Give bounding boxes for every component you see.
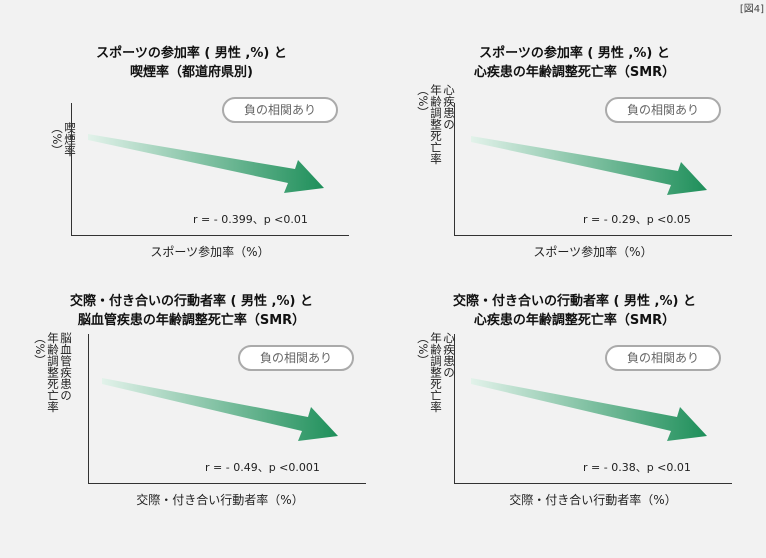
figure-label: [図4] [739,4,764,15]
panel-title-line2: 脳血管疾患の年齢調整死亡率（SMR） [77,313,306,328]
y-axis [88,334,89,483]
y-axis [454,103,455,235]
panel-heart-social: 交際・付き合いの行動者率 ( 男性 ,%) と 心疾患の年齢調整死亡率（SMR）… [383,290,766,558]
correlation-stat: r = - 0.399、p <0.01 [193,213,308,226]
trend-arrow [471,378,707,441]
correlation-stat: r = - 0.49、p <0.001 [205,461,320,474]
correlation-stat: r = - 0.29、p <0.05 [583,213,691,226]
x-axis [71,235,349,236]
x-axis [454,235,732,236]
panel-title-line1: 交際・付き合いの行動者率 ( 男性 ,%) と [70,294,313,309]
panel-title-line1: スポーツの参加率 ( 男性 ,%) と [479,46,670,61]
negative-correlation-badge: 負の相関あり [605,345,721,371]
panel-smoking: スポーツの参加率 ( 男性 ,%) と 喫煙率（都道府県別) 喫煙率 （%） 負… [0,40,383,308]
x-axis [88,483,366,484]
correlation-stat: r = - 0.38、p <0.01 [583,461,691,474]
x-axis-label: スポーツ参加率（%） [533,245,653,259]
y-axis [71,103,72,235]
trend-arrow [88,134,324,193]
trend-arrow [471,136,707,195]
trend-arrow [102,378,338,441]
y-axis-label: 脳血管疾患の 年齢調整死亡率 （%） [33,332,73,413]
negative-correlation-badge: 負の相関あり [238,345,354,371]
panel-title-line1: 交際・付き合いの行動者率 ( 男性 ,%) と [453,294,696,309]
x-axis-label: スポーツ参加率（%） [150,245,270,259]
panel-title-line1: スポーツの参加率 ( 男性 ,%) と [96,46,287,61]
panel-title-line2: 心疾患の年齢調整死亡率（SMR） [473,313,676,328]
x-axis [454,483,732,484]
panel-title-line2: 心疾患の年齢調整死亡率（SMR） [473,65,676,80]
y-axis [454,334,455,483]
x-axis-label: 交際・付き合い行動者率（%） [509,493,677,507]
panel-heart-sports: スポーツの参加率 ( 男性 ,%) と 心疾患の年齢調整死亡率（SMR） 心疾患… [383,40,766,308]
y-axis-label: 喫煙率 （%） [50,122,77,157]
panel-cerebrovascular-social: 交際・付き合いの行動者率 ( 男性 ,%) と 脳血管疾患の年齢調整死亡率（SM… [0,290,383,558]
y-axis-label: 心疾患の 年齢調整死亡率 （%） [416,332,456,413]
negative-correlation-badge: 負の相関あり [222,97,338,123]
negative-correlation-badge: 負の相関あり [605,97,721,123]
y-axis-label: 心疾患の 年齢調整死亡率 （%） [416,84,456,165]
x-axis-label: 交際・付き合い行動者率（%） [136,493,304,507]
panel-title-line2: 喫煙率（都道府県別) [130,65,253,80]
